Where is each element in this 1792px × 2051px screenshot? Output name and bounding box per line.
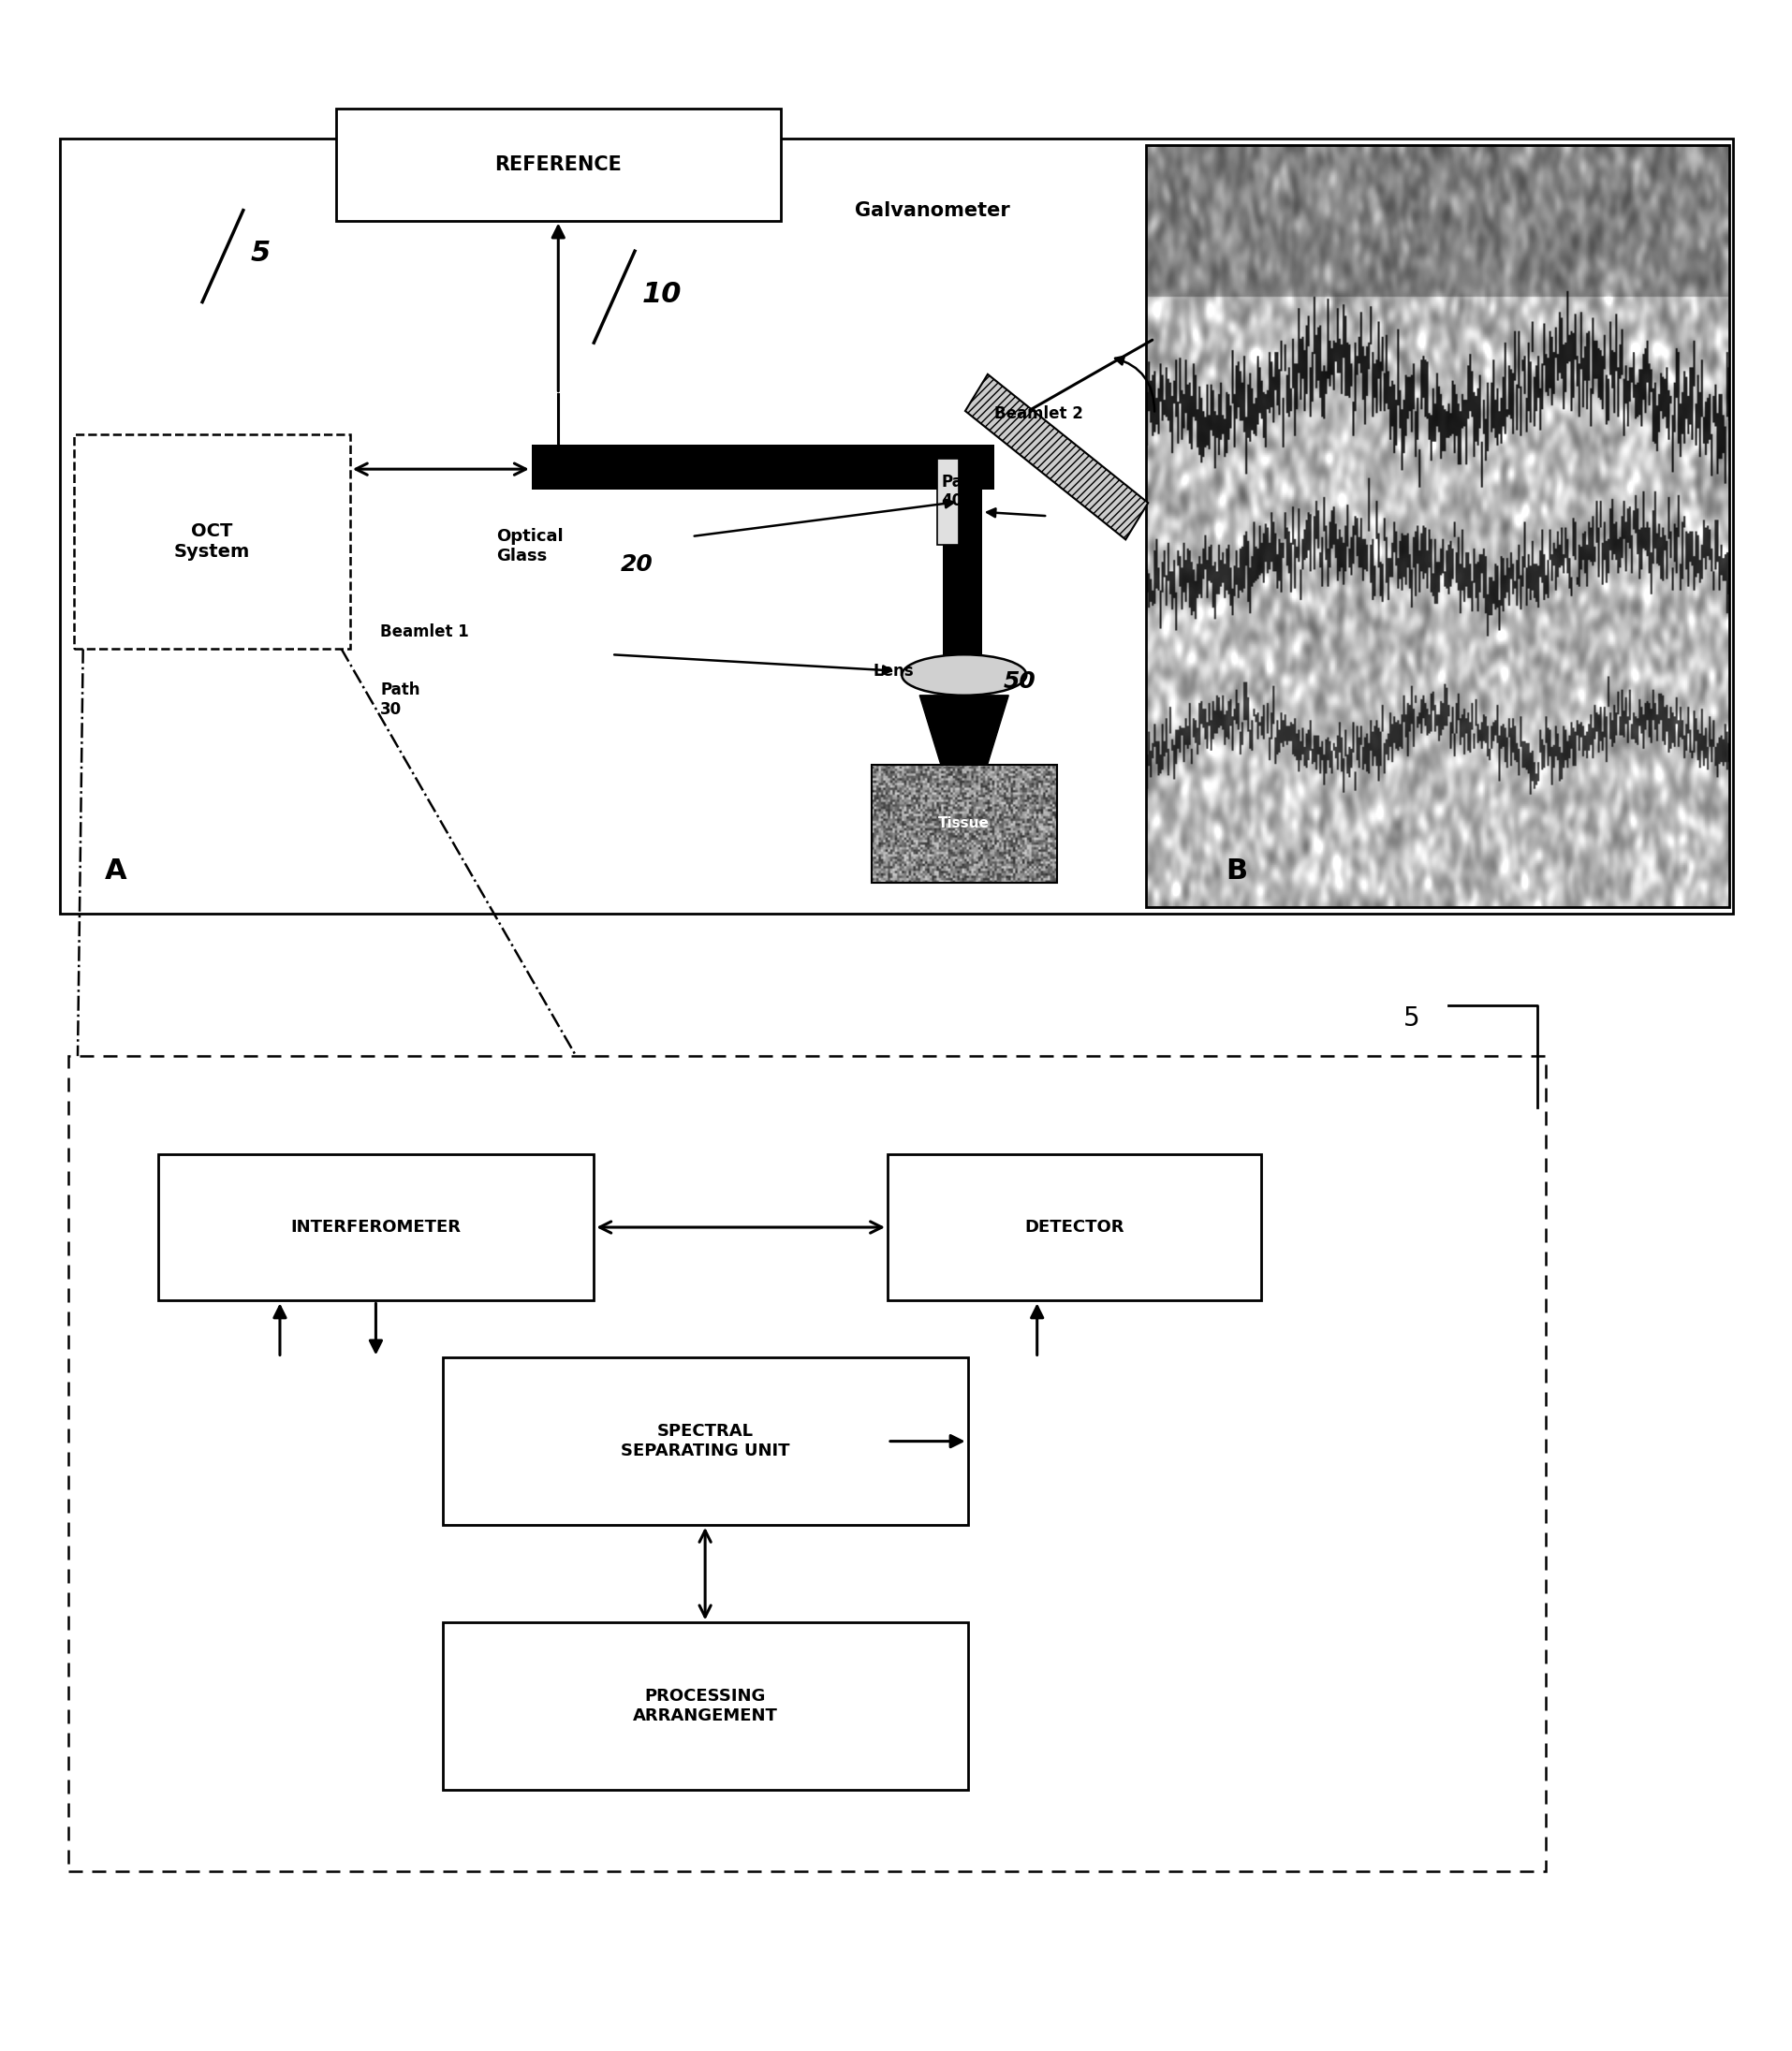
Ellipse shape	[901, 654, 1025, 695]
FancyBboxPatch shape	[335, 109, 780, 222]
FancyBboxPatch shape	[443, 1358, 968, 1524]
Text: 5: 5	[1403, 1005, 1419, 1032]
FancyBboxPatch shape	[443, 1622, 968, 1791]
Text: Path
30: Path 30	[380, 681, 419, 718]
FancyBboxPatch shape	[943, 490, 982, 843]
FancyBboxPatch shape	[158, 1155, 593, 1300]
Text: Beamlet 2: Beamlet 2	[995, 406, 1082, 423]
FancyBboxPatch shape	[530, 445, 995, 490]
FancyBboxPatch shape	[73, 435, 349, 648]
Polygon shape	[919, 695, 1009, 818]
Polygon shape	[964, 373, 1147, 539]
Text: DETECTOR: DETECTOR	[1023, 1218, 1124, 1235]
Text: Path
40: Path 40	[941, 474, 980, 511]
Text: Lens: Lens	[873, 662, 914, 679]
Text: OCT
System: OCT System	[174, 523, 251, 560]
Text: 5: 5	[251, 240, 271, 267]
Text: INTERFEROMETER: INTERFEROMETER	[290, 1218, 461, 1235]
FancyBboxPatch shape	[887, 1155, 1262, 1300]
Text: REFERENCE: REFERENCE	[495, 156, 622, 174]
Text: 10: 10	[642, 281, 681, 308]
Text: B: B	[1226, 857, 1247, 884]
Text: PROCESSING
ARRANGEMENT: PROCESSING ARRANGEMENT	[633, 1688, 778, 1725]
FancyBboxPatch shape	[68, 1056, 1545, 1871]
Text: SPECTRAL
SEPARATING UNIT: SPECTRAL SEPARATING UNIT	[620, 1423, 788, 1460]
Text: 20: 20	[620, 554, 652, 576]
Text: A: A	[104, 857, 127, 884]
Text: Galvanometer: Galvanometer	[855, 201, 1009, 219]
Text: 50: 50	[1004, 671, 1036, 693]
Text: Beamlet 1: Beamlet 1	[380, 624, 470, 640]
Text: Optical
Glass: Optical Glass	[496, 529, 563, 564]
FancyBboxPatch shape	[937, 459, 959, 544]
Text: Tissue: Tissue	[937, 816, 989, 831]
FancyBboxPatch shape	[59, 139, 1733, 913]
